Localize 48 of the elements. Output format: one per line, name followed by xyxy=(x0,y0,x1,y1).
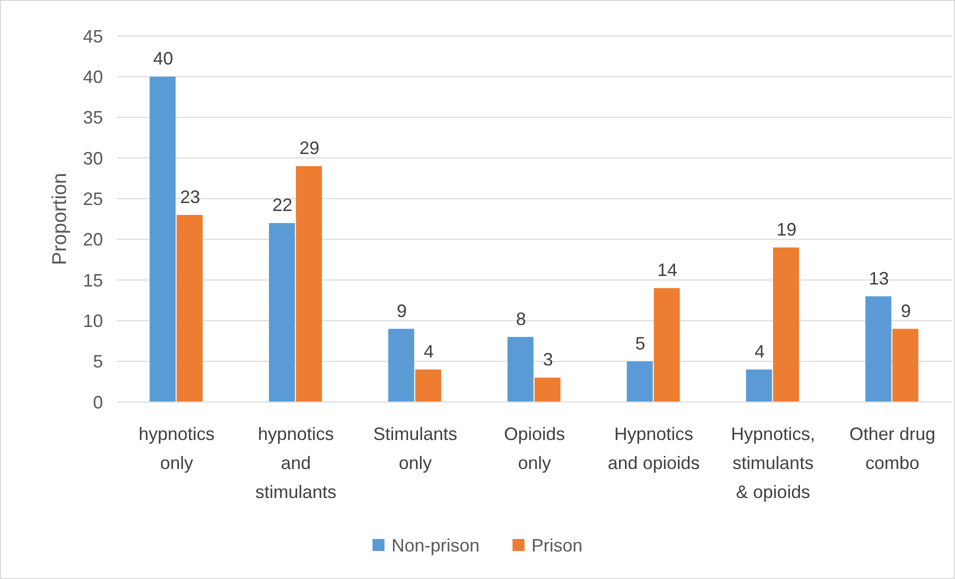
x-tick-label: Stimulants only xyxy=(373,424,458,473)
bar xyxy=(296,166,322,402)
bar xyxy=(268,223,295,402)
x-tick-label: Other drug combo xyxy=(849,424,936,473)
bar xyxy=(415,369,442,402)
bar xyxy=(150,76,176,402)
bar xyxy=(534,378,560,402)
bar xyxy=(892,328,918,402)
x-tick-label: hypnotics and stimulants xyxy=(255,424,336,502)
bar xyxy=(508,336,534,402)
y-axis-title: Proportion xyxy=(49,172,71,266)
bar xyxy=(176,214,203,402)
data-label: 5 xyxy=(635,333,646,354)
data-label: 4 xyxy=(754,341,765,362)
x-tick-label: Hypnotics and opioids xyxy=(608,424,700,473)
data-label: 23 xyxy=(180,186,200,207)
y-tick-label: 40 xyxy=(82,66,103,87)
y-tick-label: 35 xyxy=(82,108,103,128)
y-tick-label: 15 xyxy=(82,270,103,290)
bar xyxy=(654,288,680,402)
data-label: 3 xyxy=(542,350,554,370)
x-tick-label: hypnotics only xyxy=(138,424,215,473)
bar xyxy=(865,296,892,402)
bar xyxy=(626,361,653,402)
x-tick-label: Hypnotics, stimulants & opioids xyxy=(731,424,816,502)
data-label: 13 xyxy=(868,268,889,288)
y-tick-label: 20 xyxy=(82,230,103,250)
data-label: 9 xyxy=(900,300,911,321)
data-label: 19 xyxy=(776,219,797,240)
y-tick-label: 5 xyxy=(92,352,103,372)
data-label: 22 xyxy=(272,195,292,216)
y-tick-label: 25 xyxy=(82,188,103,209)
data-label: 14 xyxy=(657,260,678,280)
bar xyxy=(773,247,800,402)
data-label: 29 xyxy=(299,138,320,158)
bar xyxy=(746,369,772,402)
x-tick-label: Opioids only xyxy=(504,424,566,473)
data-label: 8 xyxy=(516,308,526,329)
y-tick-label: 45 xyxy=(82,26,103,46)
y-tick-label: 30 xyxy=(82,148,103,168)
y-tick-label: 0 xyxy=(92,392,103,412)
data-label: 40 xyxy=(153,48,174,69)
bar xyxy=(388,328,414,402)
legend-label: Non-prison xyxy=(392,535,480,556)
data-label: 9 xyxy=(396,300,407,321)
y-tick-label: 10 xyxy=(82,310,103,331)
legend-label: Prison xyxy=(532,535,583,556)
data-label: 4 xyxy=(424,341,434,362)
